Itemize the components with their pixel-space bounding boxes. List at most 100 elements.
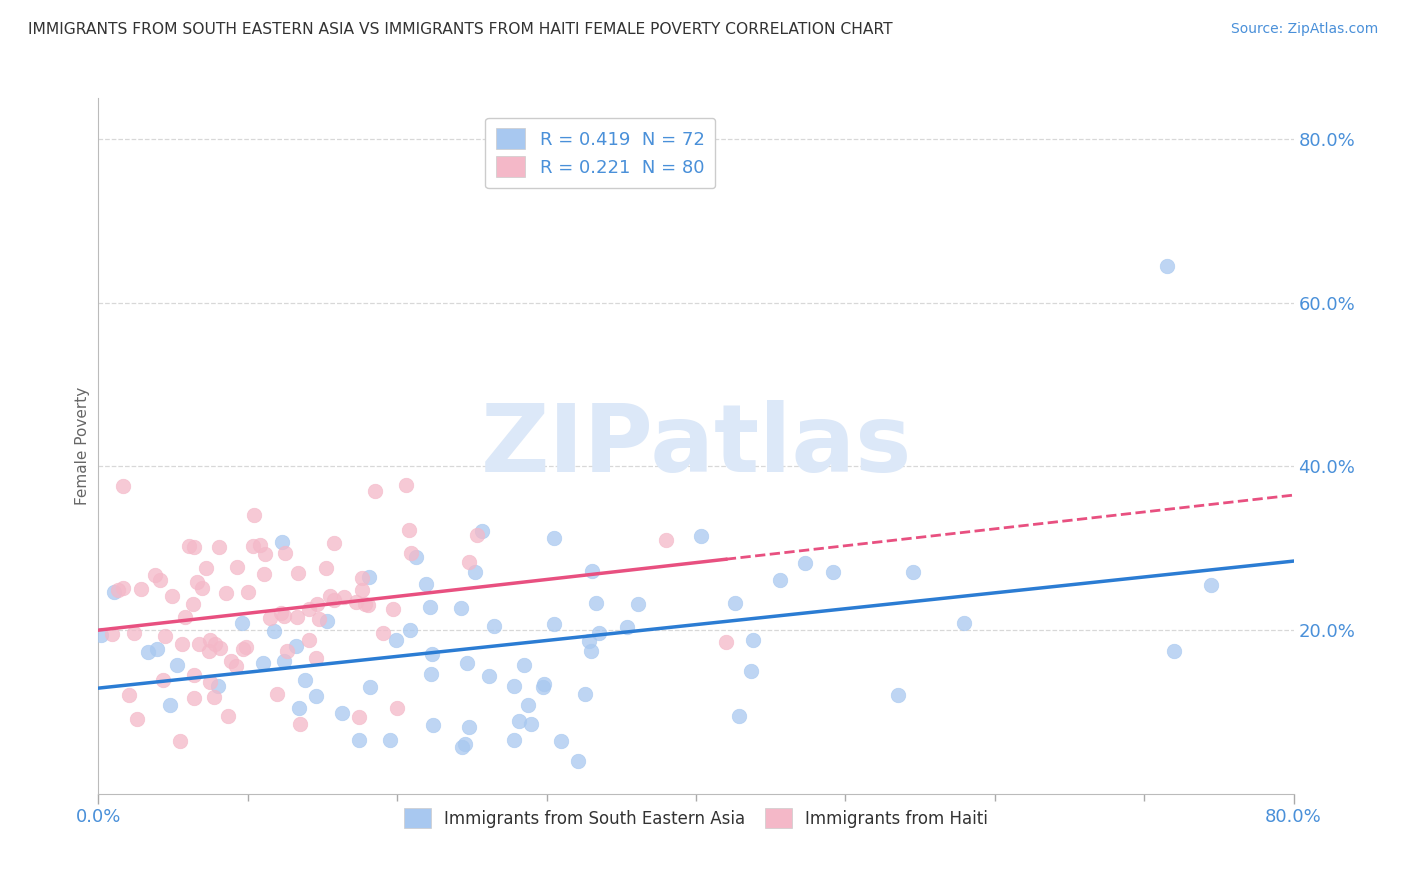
Point [543, 531, 565, 545]
Point [453, 737, 475, 751]
Point [215, 586, 238, 600]
Point [198, 644, 221, 658]
Point [249, 538, 271, 552]
Point [352, 583, 374, 598]
Point [145, 568, 167, 582]
Point [266, 687, 288, 701]
Point [308, 612, 330, 626]
Point [188, 637, 211, 651]
Point [287, 566, 309, 580]
Point [359, 680, 381, 694]
Point [363, 483, 385, 498]
Point [458, 555, 481, 569]
Point [395, 478, 418, 492]
Point [181, 597, 204, 611]
Point [169, 733, 191, 747]
Point [823, 565, 845, 579]
Point [398, 524, 420, 538]
Point [200, 632, 222, 647]
Point [160, 589, 183, 603]
Point [226, 559, 249, 574]
Point [1163, 643, 1185, 657]
Point [136, 645, 159, 659]
Point [357, 570, 380, 584]
Point [305, 689, 328, 703]
Point [422, 717, 444, 731]
Point [567, 754, 589, 768]
Point [952, 616, 974, 631]
Point [225, 658, 247, 673]
Point [323, 536, 346, 550]
Point [242, 539, 264, 553]
Point [323, 593, 346, 607]
Point [319, 589, 342, 603]
Point [581, 564, 603, 578]
Point [901, 565, 924, 579]
Point [574, 688, 596, 702]
Point [579, 644, 602, 658]
Point [887, 688, 910, 702]
Point [316, 615, 339, 629]
Point [382, 601, 405, 615]
Point [741, 633, 763, 648]
Point [129, 582, 152, 597]
Legend: Immigrants from South Eastern Asia, Immigrants from Haiti: Immigrants from South Eastern Asia, Immi… [394, 798, 998, 838]
Point [122, 625, 145, 640]
Point [232, 642, 254, 657]
Point [254, 547, 277, 561]
Point [350, 571, 373, 585]
Point [191, 581, 214, 595]
Point [315, 561, 337, 575]
Point [373, 625, 395, 640]
Point [231, 615, 253, 630]
Text: IMMIGRANTS FROM SOUTH EASTERN ASIA VS IMMIGRANTS FROM HAITI FEMALE POVERTY CORRE: IMMIGRANTS FROM SOUTH EASTERN ASIA VS IM… [28, 22, 893, 37]
Point [159, 698, 181, 712]
Point [270, 606, 292, 620]
Point [543, 616, 565, 631]
Point [153, 630, 176, 644]
Point [478, 669, 501, 683]
Point [217, 709, 239, 723]
Point [502, 732, 524, 747]
Point [107, 582, 129, 597]
Point [202, 690, 225, 704]
Point [415, 577, 437, 591]
Point [186, 575, 208, 590]
Point [517, 698, 540, 712]
Point [385, 701, 409, 715]
Point [103, 585, 125, 599]
Point [127, 712, 149, 726]
Point [1156, 259, 1178, 273]
Point [405, 549, 427, 564]
Point [627, 598, 650, 612]
Y-axis label: Female Poverty: Female Poverty [75, 387, 90, 505]
Point [194, 561, 217, 575]
Point [118, 688, 141, 702]
Point [464, 566, 486, 580]
Point [259, 610, 281, 624]
Point [204, 637, 226, 651]
Point [273, 608, 295, 623]
Point [236, 584, 259, 599]
Point [276, 644, 298, 658]
Point [235, 640, 257, 654]
Point [655, 533, 678, 548]
Point [111, 581, 134, 595]
Text: ZIPatlas: ZIPatlas [481, 400, 911, 492]
Point [208, 640, 231, 655]
Point [471, 524, 494, 538]
Point [183, 668, 205, 682]
Point [274, 546, 297, 560]
Point [297, 602, 319, 616]
Point [271, 535, 294, 549]
Point [465, 527, 488, 541]
Point [198, 675, 221, 690]
Point [183, 540, 205, 554]
Point [520, 717, 543, 731]
Point [208, 540, 231, 554]
Point [458, 720, 481, 734]
Point [502, 679, 524, 693]
Point [482, 619, 505, 633]
Text: Source: ZipAtlas.com: Source: ZipAtlas.com [1230, 22, 1378, 37]
Point [288, 701, 311, 715]
